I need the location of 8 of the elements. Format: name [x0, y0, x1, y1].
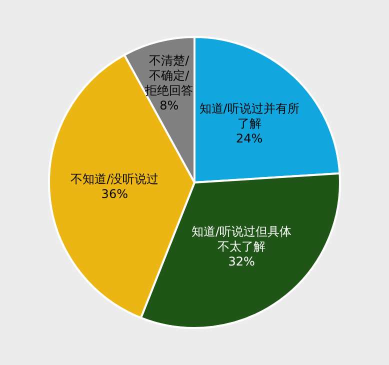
- data-label: 32%: [228, 254, 255, 268]
- slice-label: 知道/听说过并有所了解: [199, 101, 300, 130]
- slice-label: 不清楚/不确定/拒绝回答: [144, 53, 194, 98]
- data-label: 8%: [160, 98, 179, 112]
- slice-label: 知道/听说过但具体不太了解: [192, 224, 292, 254]
- data-label: 24%: [236, 131, 263, 146]
- slice-label: 不知道/没听说过: [70, 172, 159, 186]
- data-label: 36%: [101, 187, 128, 202]
